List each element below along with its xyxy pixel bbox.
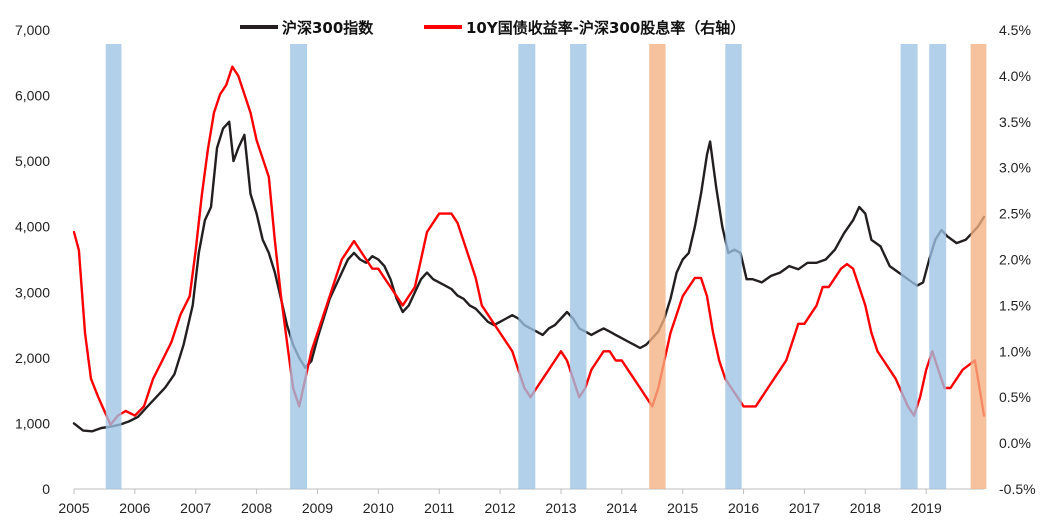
shaded-period — [518, 44, 536, 489]
right-y-tick-label: 1.5% — [999, 297, 1031, 313]
right-y-tick-label: 2.0% — [999, 252, 1031, 268]
x-tick-label: 2012 — [485, 500, 516, 516]
right-y-tick-label: 0.0% — [999, 435, 1031, 451]
left-y-tick-label: 2,000 — [15, 350, 50, 366]
legend: 沪深300指数 10Y国债收益率-沪深300股息率（右轴） — [240, 19, 745, 37]
shaded-periods — [105, 44, 987, 489]
left-y-tick-label: 4,000 — [15, 219, 50, 235]
x-tick-label: 2006 — [119, 500, 150, 516]
x-tick-label: 2009 — [302, 500, 333, 516]
legend-label-index: 沪深300指数 — [282, 19, 374, 37]
left-y-tick-label: 6,000 — [15, 88, 50, 104]
right-y-tick-label: 2.5% — [999, 206, 1031, 222]
right-y-tick-label: 0.5% — [999, 389, 1031, 405]
shaded-period — [970, 44, 987, 489]
series-line-spread — [72, 65, 986, 426]
left-y-tick-label: 5,000 — [15, 153, 50, 169]
right-y-tick-label: -0.5% — [999, 481, 1036, 497]
x-tick-label: 2011 — [424, 500, 454, 516]
x-tick-label: 2017 — [789, 500, 820, 516]
shaded-period — [929, 44, 947, 489]
x-tick-label: 2013 — [545, 500, 576, 516]
right-y-tick-label: 3.5% — [999, 114, 1031, 130]
x-tick-label: 2018 — [850, 500, 881, 516]
left-axis-ticks: 0 1,000 2,000 3,000 4,000 5,000 6,000 7,000 — [15, 22, 50, 497]
x-axis-ticks: 2005 2006 2007 2008 2009 2010 2011 2012 2013 2014… — [58, 489, 942, 516]
x-tick-label: 2019 — [911, 500, 942, 516]
right-y-tick-label: 1.0% — [999, 343, 1031, 359]
shaded-period — [570, 44, 587, 489]
shaded-period — [725, 44, 742, 489]
x-tick-label: 2007 — [180, 500, 211, 516]
shaded-period — [105, 44, 122, 489]
x-tick-label: 2008 — [241, 500, 272, 516]
x-tick-label: 2010 — [363, 500, 394, 516]
right-axis-ticks: -0.5% 0.0% 0.5% 1.0% 1.5% 2.0% 2.5% 3.0% 3.5% 4.0… — [999, 22, 1036, 497]
left-y-tick-label: 7,000 — [15, 22, 50, 38]
legend-label-spread: 10Y国债收益率-沪深300股息率（右轴） — [466, 19, 745, 37]
left-y-tick-label: 3,000 — [15, 284, 50, 300]
shaded-period — [900, 44, 918, 489]
x-tick-label: 2005 — [58, 500, 89, 516]
right-y-tick-label: 3.0% — [999, 160, 1031, 176]
x-tick-label: 2015 — [667, 500, 698, 516]
shaded-period — [649, 44, 666, 489]
x-tick-label: 2014 — [606, 500, 637, 516]
right-y-tick-label: 4.5% — [999, 22, 1031, 38]
left-y-tick-label: 1,000 — [15, 415, 50, 431]
x-tick-label: 2016 — [728, 500, 759, 516]
shaded-period — [290, 44, 308, 489]
left-y-tick-label: 0 — [42, 481, 50, 497]
right-y-tick-label: 4.0% — [999, 68, 1031, 84]
